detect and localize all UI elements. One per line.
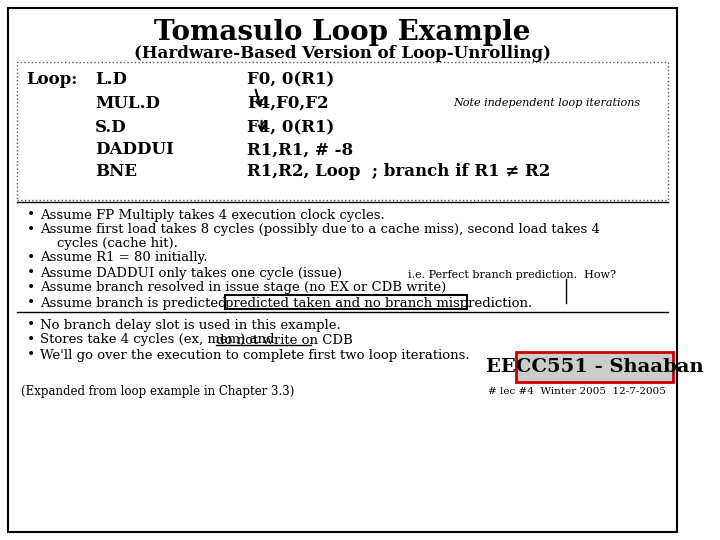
Text: F4, 0(R1): F4, 0(R1) (247, 119, 335, 137)
Text: Assume FP Multiply takes 4 execution clock cycles.: Assume FP Multiply takes 4 execution clo… (40, 208, 384, 221)
Text: Assume branch is predicted taken and no branch misprediction.: Assume branch is predicted taken and no … (40, 296, 470, 309)
Text: F0, 0(R1): F0, 0(R1) (247, 71, 335, 89)
Text: Tomasulo Loop Example: Tomasulo Loop Example (154, 19, 531, 46)
Bar (225, 295, 467, 309)
Text: No branch delay slot is used in this example.: No branch delay slot is used in this exa… (40, 319, 341, 332)
Bar (516, 352, 673, 382)
Text: •: • (27, 281, 35, 295)
Text: •: • (27, 318, 35, 332)
Text: i.e. Perfect branch prediction.  How?: i.e. Perfect branch prediction. How? (408, 270, 616, 280)
Text: •: • (27, 333, 35, 347)
Text: EECC551 - Shaaban: EECC551 - Shaaban (486, 358, 703, 376)
Text: BNE: BNE (95, 164, 137, 180)
Bar (17, 62, 667, 200)
Text: # lec #4  Winter 2005  12-7-2005: # lec #4 Winter 2005 12-7-2005 (488, 388, 666, 396)
Text: R1,R1, # -8: R1,R1, # -8 (247, 141, 354, 159)
Text: •: • (27, 296, 35, 310)
Text: Note independent loop iterations: Note independent loop iterations (454, 98, 641, 108)
Text: Assume first load takes 8 cycles (possibly due to a cache miss), second load tak: Assume first load takes 8 cycles (possib… (40, 224, 600, 237)
Text: F4,F0,F2: F4,F0,F2 (247, 94, 329, 111)
Text: Assume DADDUI only takes one cycle (issue): Assume DADDUI only takes one cycle (issu… (40, 267, 342, 280)
Text: •: • (27, 266, 35, 280)
Text: L.D: L.D (95, 71, 127, 89)
Text: •: • (27, 251, 35, 265)
Text: Assume branch resolved in issue stage (no EX or CDB write): Assume branch resolved in issue stage (n… (40, 281, 446, 294)
Text: (Expanded from loop example in Chapter 3.3): (Expanded from loop example in Chapter 3… (21, 386, 294, 399)
Text: •: • (27, 223, 35, 237)
Text: (Hardware-Based Version of Loop-Unrolling): (Hardware-Based Version of Loop-Unrollin… (134, 44, 551, 62)
Text: •: • (27, 348, 35, 362)
Text: predicted taken and no branch misprediction.: predicted taken and no branch mispredict… (225, 296, 533, 309)
Text: Assume R1 = 80 initially.: Assume R1 = 80 initially. (40, 252, 207, 265)
Text: R1,R2, Loop  ; branch if R1 ≠ R2: R1,R2, Loop ; branch if R1 ≠ R2 (247, 164, 551, 180)
Text: do not write on CDB: do not write on CDB (216, 334, 353, 347)
Text: •: • (27, 208, 35, 222)
Text: cycles (cache hit).: cycles (cache hit). (40, 237, 178, 249)
Text: Loop:: Loop: (27, 71, 78, 89)
Text: We'll go over the execution to complete first two loop iterations.: We'll go over the execution to complete … (40, 348, 469, 361)
Text: Stores take 4 cycles (ex, mem) and: Stores take 4 cycles (ex, mem) and (40, 334, 279, 347)
Text: DADDUI: DADDUI (95, 141, 174, 159)
Text: MUL.D: MUL.D (95, 94, 160, 111)
Text: S.D: S.D (95, 119, 127, 137)
